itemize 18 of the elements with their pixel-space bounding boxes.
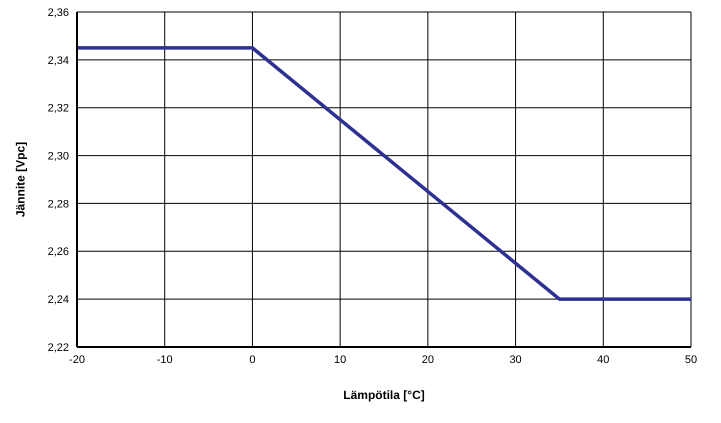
x-tick-label: 0	[249, 354, 256, 366]
x-axis-title: Lämpötila [°C]	[343, 388, 425, 402]
x-tick-label: 30	[509, 354, 522, 366]
x-tick-label: 50	[684, 354, 698, 366]
y-tick-label: 2,26	[48, 246, 69, 258]
y-tick-label: 2,36	[48, 6, 69, 19]
y-tick-label: 2,28	[48, 198, 69, 210]
y-axis-title: Jännite [Vpc]	[13, 142, 28, 218]
y-tick-label: 2,22	[48, 342, 69, 354]
x-tick-label: 20	[422, 354, 434, 366]
y-tick-label: 2,34	[48, 54, 69, 67]
y-tick-label: 2,24	[48, 294, 69, 306]
x-tick-label: -10	[156, 354, 173, 366]
y-tick-label: 2,30	[48, 150, 69, 162]
x-tick-label: -20	[69, 354, 85, 366]
x-tick-label: 10	[334, 354, 346, 366]
y-tick-label: 2,32	[48, 102, 69, 115]
x-tick-label: 40	[597, 354, 610, 366]
